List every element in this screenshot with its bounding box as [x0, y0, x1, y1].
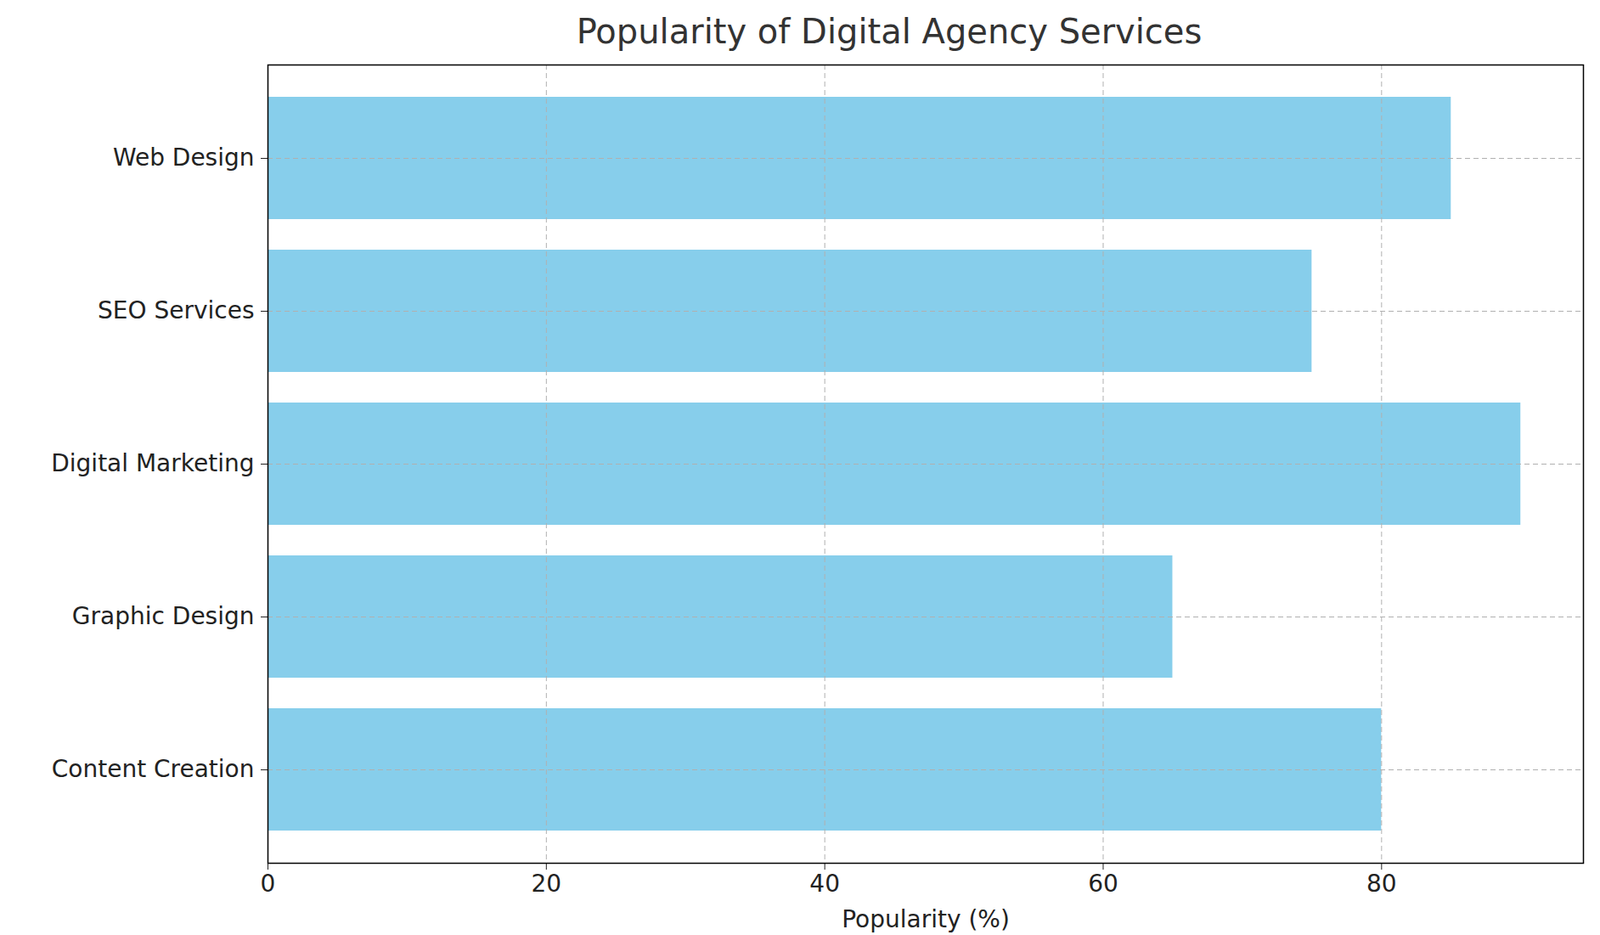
svg-text:Digital Marketing: Digital Marketing — [50, 449, 254, 478]
svg-text:Graphic Design: Graphic Design — [72, 602, 255, 631]
svg-text:Popularity (%): Popularity (%) — [841, 905, 1010, 934]
html-text:Popularity of Digital Agency S: Popularity of Digital Agency Services — [576, 11, 1202, 51]
svg-text:40: 40 — [809, 869, 840, 898]
svg-text:20: 20 — [531, 869, 563, 898]
svg-text:80: 80 — [1366, 869, 1398, 898]
svg-text:SEO Services: SEO Services — [97, 296, 254, 325]
svg-text:0: 0 — [260, 869, 277, 898]
svg-text:60: 60 — [1087, 869, 1119, 898]
svg-text:Content Creation: Content Creation — [51, 754, 255, 784]
svg-text:Web Design: Web Design — [112, 143, 255, 172]
